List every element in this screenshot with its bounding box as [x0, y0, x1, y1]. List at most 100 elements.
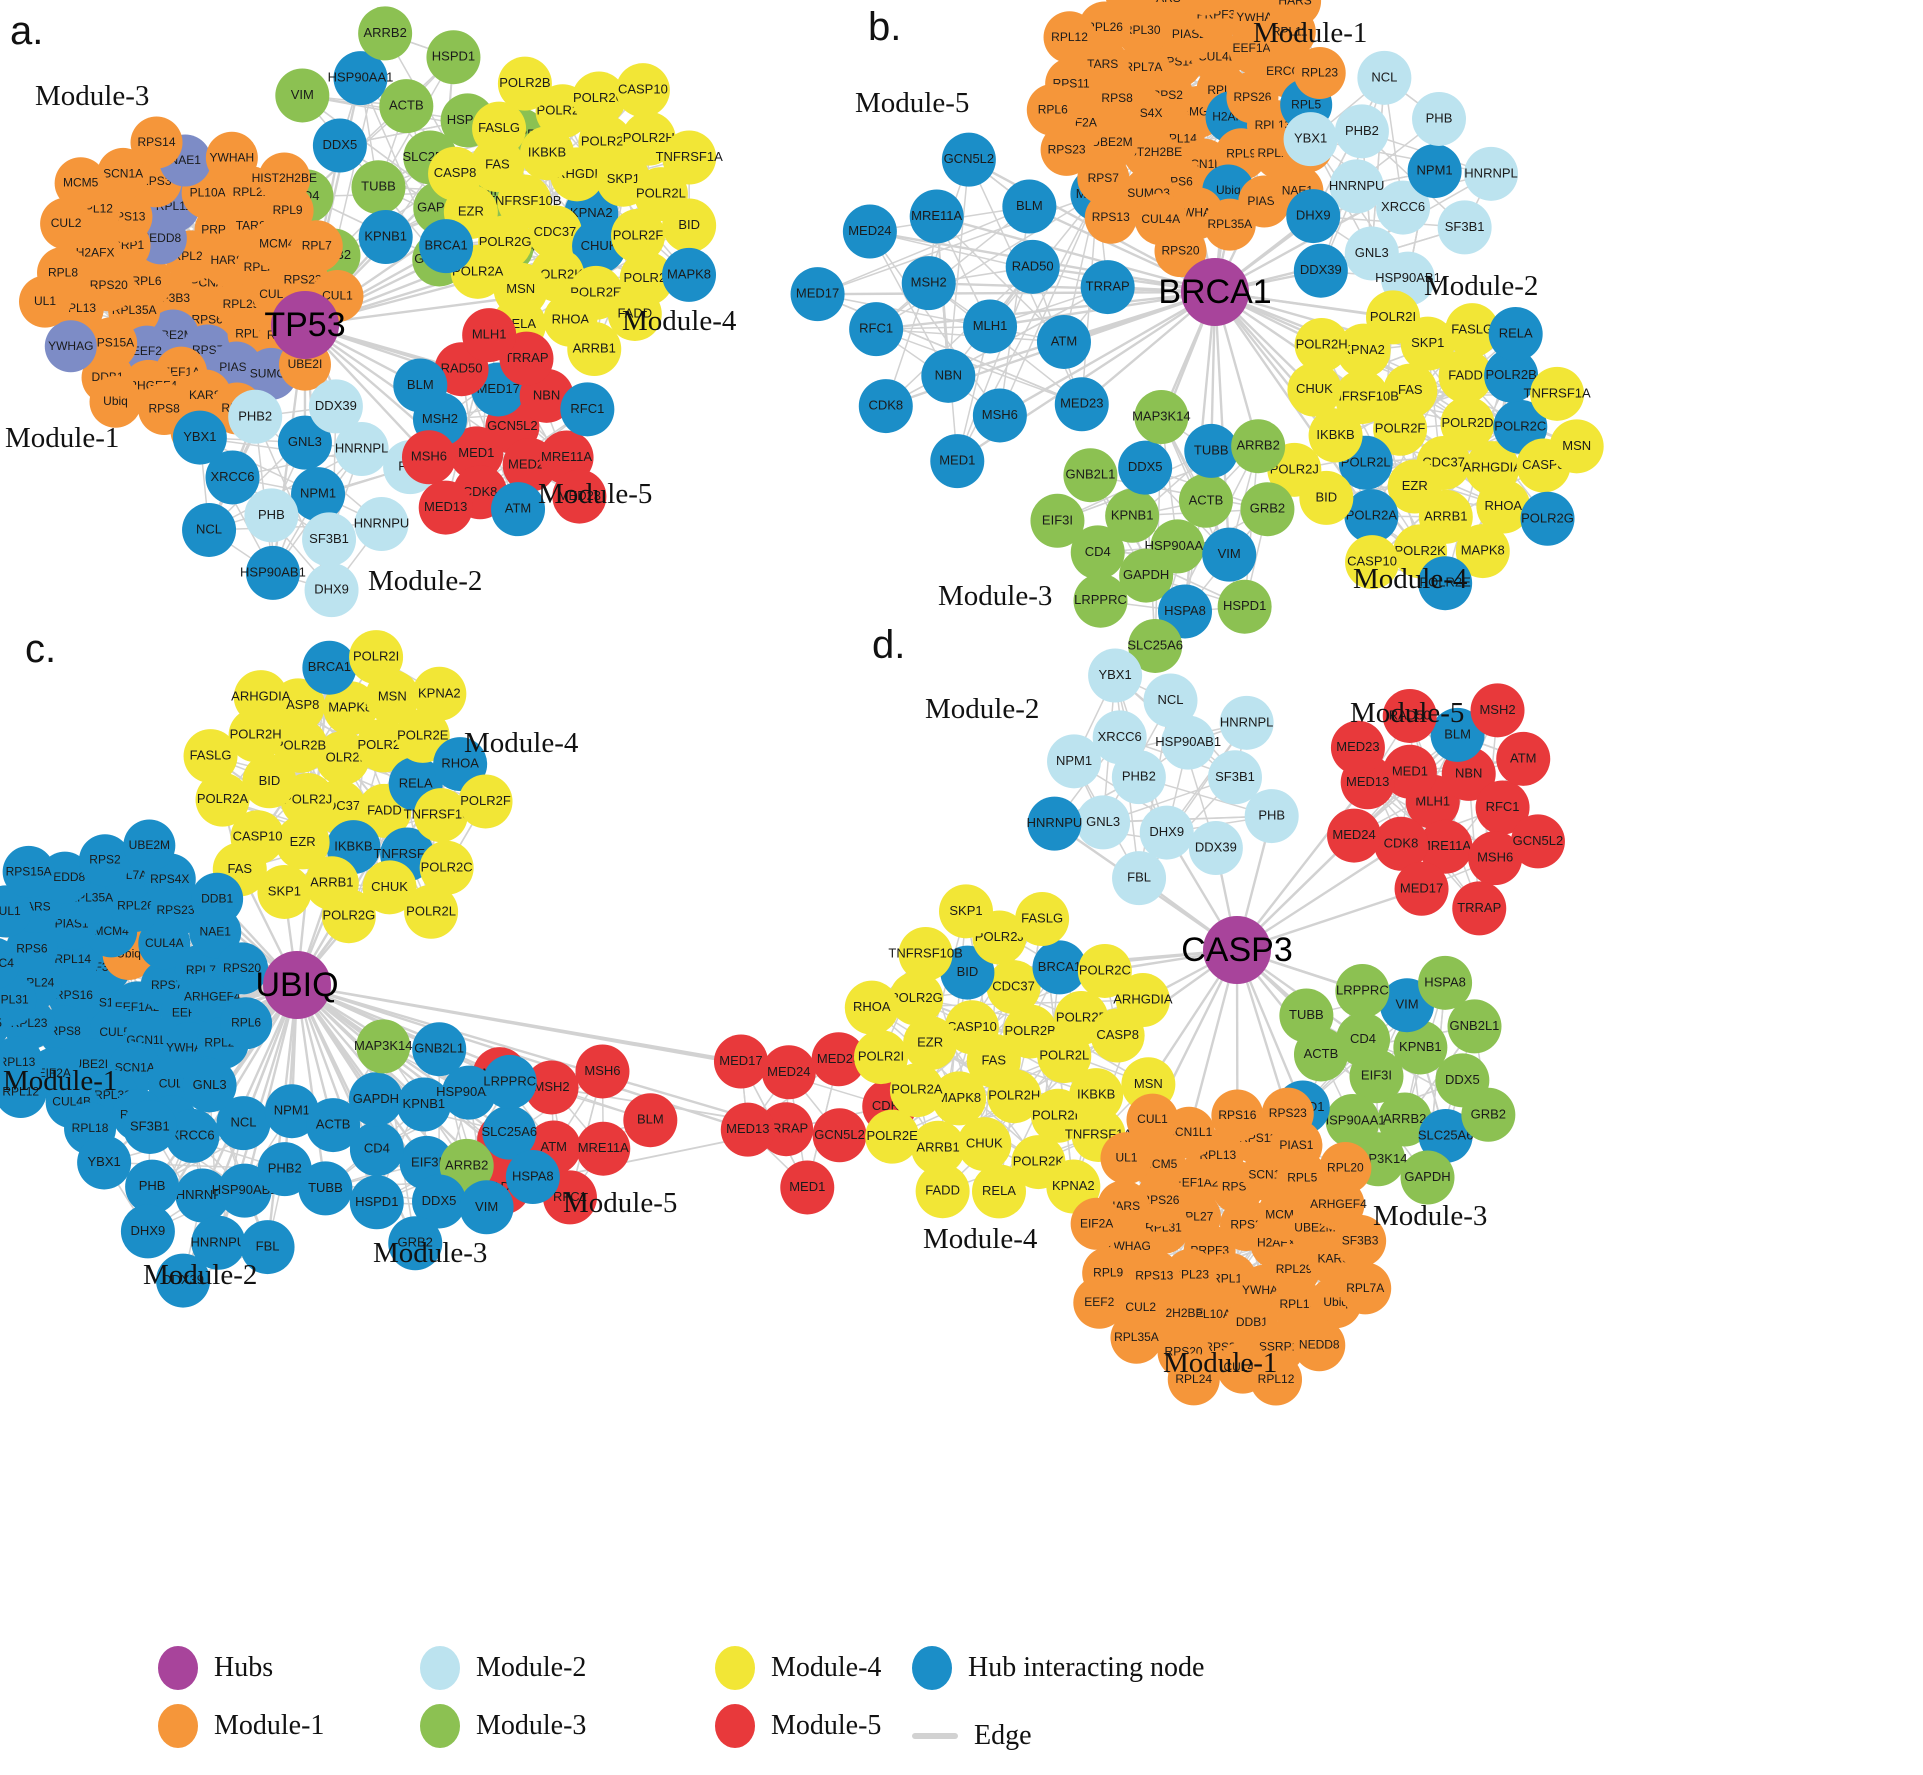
network-node[interactable]: EIF3I: [1030, 493, 1085, 548]
network-node[interactable]: TRRAP: [759, 1102, 814, 1157]
network-node[interactable]: SLC25A6: [1127, 618, 1183, 673]
network-node[interactable]: GAPDH: [1400, 1150, 1455, 1205]
network-node[interactable]: POLR2C: [571, 71, 626, 126]
network-node[interactable]: FADD: [915, 1164, 970, 1219]
network-node[interactable]: XRCC6: [165, 1108, 220, 1163]
network-node[interactable]: DDX39: [156, 1253, 211, 1308]
network-node[interactable]: HNRNPL: [175, 1168, 230, 1223]
network-node[interactable]: POLR2E: [395, 708, 450, 763]
network-node[interactable]: RPS23: [1040, 123, 1093, 176]
network-node[interactable]: ARRB2: [358, 6, 413, 61]
network-node[interactable]: MED17: [790, 267, 845, 322]
network-node[interactable]: POLR2G: [889, 971, 944, 1026]
network-node[interactable]: TUBB: [1279, 988, 1334, 1043]
network-node[interactable]: HNRNPL: [1219, 695, 1274, 750]
network-node[interactable]: HSPD1: [426, 30, 481, 85]
network-node[interactable]: FBL: [1112, 851, 1167, 906]
network-node[interactable]: RPS16: [1211, 1089, 1264, 1142]
network-node[interactable]: LRPPRC: [482, 1054, 537, 1109]
network-node[interactable]: RPL7A: [1339, 1262, 1392, 1315]
network-node[interactable]: BLM: [623, 1093, 678, 1148]
network-node[interactable]: MRE11A: [909, 189, 964, 244]
network-node[interactable]: RELA: [972, 1164, 1027, 1219]
network-node[interactable]: SF3B1: [122, 1099, 177, 1154]
network-node[interactable]: XRCC6: [205, 450, 260, 505]
network-node[interactable]: TUBB: [1184, 423, 1239, 478]
network-node[interactable]: DDX39: [308, 379, 363, 434]
network-node[interactable]: Ubiq: [89, 375, 142, 428]
network-node[interactable]: PHB2: [228, 389, 283, 444]
network-node[interactable]: MSH6: [575, 1044, 630, 1099]
network-node[interactable]: BLM: [1002, 179, 1057, 234]
network-node[interactable]: KPNA2: [412, 666, 467, 721]
network-node[interactable]: CUL1: [0, 885, 32, 938]
network-node[interactable]: ARRB1: [567, 322, 622, 377]
network-node[interactable]: RPL20: [1319, 1142, 1372, 1195]
network-node[interactable]: MSN: [1549, 419, 1604, 474]
network-node[interactable]: NPM1: [1407, 144, 1462, 199]
network-node[interactable]: DHX9: [304, 563, 359, 618]
network-node[interactable]: POLR2I: [349, 630, 404, 685]
network-node[interactable]: TNFRSF1A: [656, 130, 724, 185]
network-node[interactable]: GCN5L2: [941, 132, 996, 187]
network-node[interactable]: NEDD8: [1293, 1319, 1346, 1372]
network-node[interactable]: KPNB1: [396, 1077, 451, 1132]
network-node[interactable]: MED13: [720, 1102, 775, 1157]
network-node[interactable]: MSH2: [901, 256, 956, 311]
network-node[interactable]: RPL31: [0, 973, 37, 1026]
network-node[interactable]: JL3: [1105, 0, 1157, 20]
network-node[interactable]: MSH2: [524, 1060, 579, 1115]
network-node[interactable]: GNB2L1: [1063, 448, 1118, 503]
network-node[interactable]: POLR2E: [865, 1109, 920, 1164]
network-node[interactable]: YBX1: [1283, 112, 1338, 167]
network-node[interactable]: YBX1: [1088, 648, 1143, 703]
network-node[interactable]: PHB2: [257, 1142, 312, 1197]
network-node[interactable]: RPL6: [1026, 83, 1079, 136]
network-node[interactable]: MRE11A: [539, 430, 594, 485]
network-node[interactable]: EIF2A: [1070, 1197, 1123, 1250]
network-node[interactable]: FASLG: [472, 101, 527, 156]
network-node[interactable]: SCN1A: [97, 147, 150, 200]
network-node[interactable]: CD4: [349, 1122, 404, 1177]
network-node[interactable]: YBX1: [77, 1135, 132, 1190]
network-node[interactable]: IKBKB: [519, 126, 574, 181]
network-node[interactable]: MSH2: [1470, 683, 1525, 738]
network-node[interactable]: HSPD1: [349, 1175, 404, 1230]
network-node[interactable]: MSH6: [972, 388, 1027, 443]
network-node[interactable]: FASLG: [183, 729, 238, 784]
network-node[interactable]: POLR2H: [621, 111, 676, 166]
network-node[interactable]: RPS13: [1084, 191, 1137, 244]
network-node[interactable]: MED17: [1394, 861, 1449, 916]
network-node[interactable]: CHUK: [362, 860, 417, 915]
network-node[interactable]: YBX1: [172, 410, 227, 465]
network-node[interactable]: RFC1: [560, 382, 615, 437]
network-node[interactable]: POLR2I: [1365, 290, 1420, 345]
network-node[interactable]: MCM5: [54, 157, 107, 210]
network-node[interactable]: GNL3: [1076, 795, 1131, 850]
network-node[interactable]: RPL7: [290, 220, 343, 273]
network-node[interactable]: GNL3: [277, 415, 332, 470]
network-node[interactable]: POLR2B: [1484, 348, 1539, 403]
network-node[interactable]: NCL: [1357, 50, 1412, 105]
network-node[interactable]: ATM: [1036, 314, 1091, 369]
network-node[interactable]: FASLG: [1445, 303, 1500, 358]
network-node[interactable]: TNFRSF10B: [404, 788, 478, 843]
network-node[interactable]: POLR2D: [1440, 396, 1495, 451]
network-node[interactable]: HNRNPU: [354, 497, 410, 552]
network-node[interactable]: DHX9: [1286, 189, 1341, 244]
network-node[interactable]: NCL: [216, 1096, 271, 1151]
network-node[interactable]: HNRNPU: [1027, 796, 1083, 851]
network-node[interactable]: DDX39: [1293, 243, 1348, 298]
network-node[interactable]: RPS7: [1077, 152, 1130, 205]
network-node[interactable]: KPNB1: [1105, 488, 1160, 543]
network-node[interactable]: MED24: [761, 1045, 816, 1100]
network-node[interactable]: FAS: [1383, 363, 1438, 418]
network-node[interactable]: TNFRSF10B: [1325, 370, 1399, 425]
network-node[interactable]: RPS2: [78, 834, 131, 887]
network-node[interactable]: MLH1: [462, 308, 517, 363]
network-node[interactable]: HSP90AA1: [328, 51, 394, 106]
network-node[interactable]: SLC25A6: [482, 1105, 538, 1160]
network-node[interactable]: MED17: [713, 1034, 768, 1089]
network-node[interactable]: RFC1: [849, 302, 904, 357]
network-node[interactable]: TUBB: [298, 1161, 353, 1216]
